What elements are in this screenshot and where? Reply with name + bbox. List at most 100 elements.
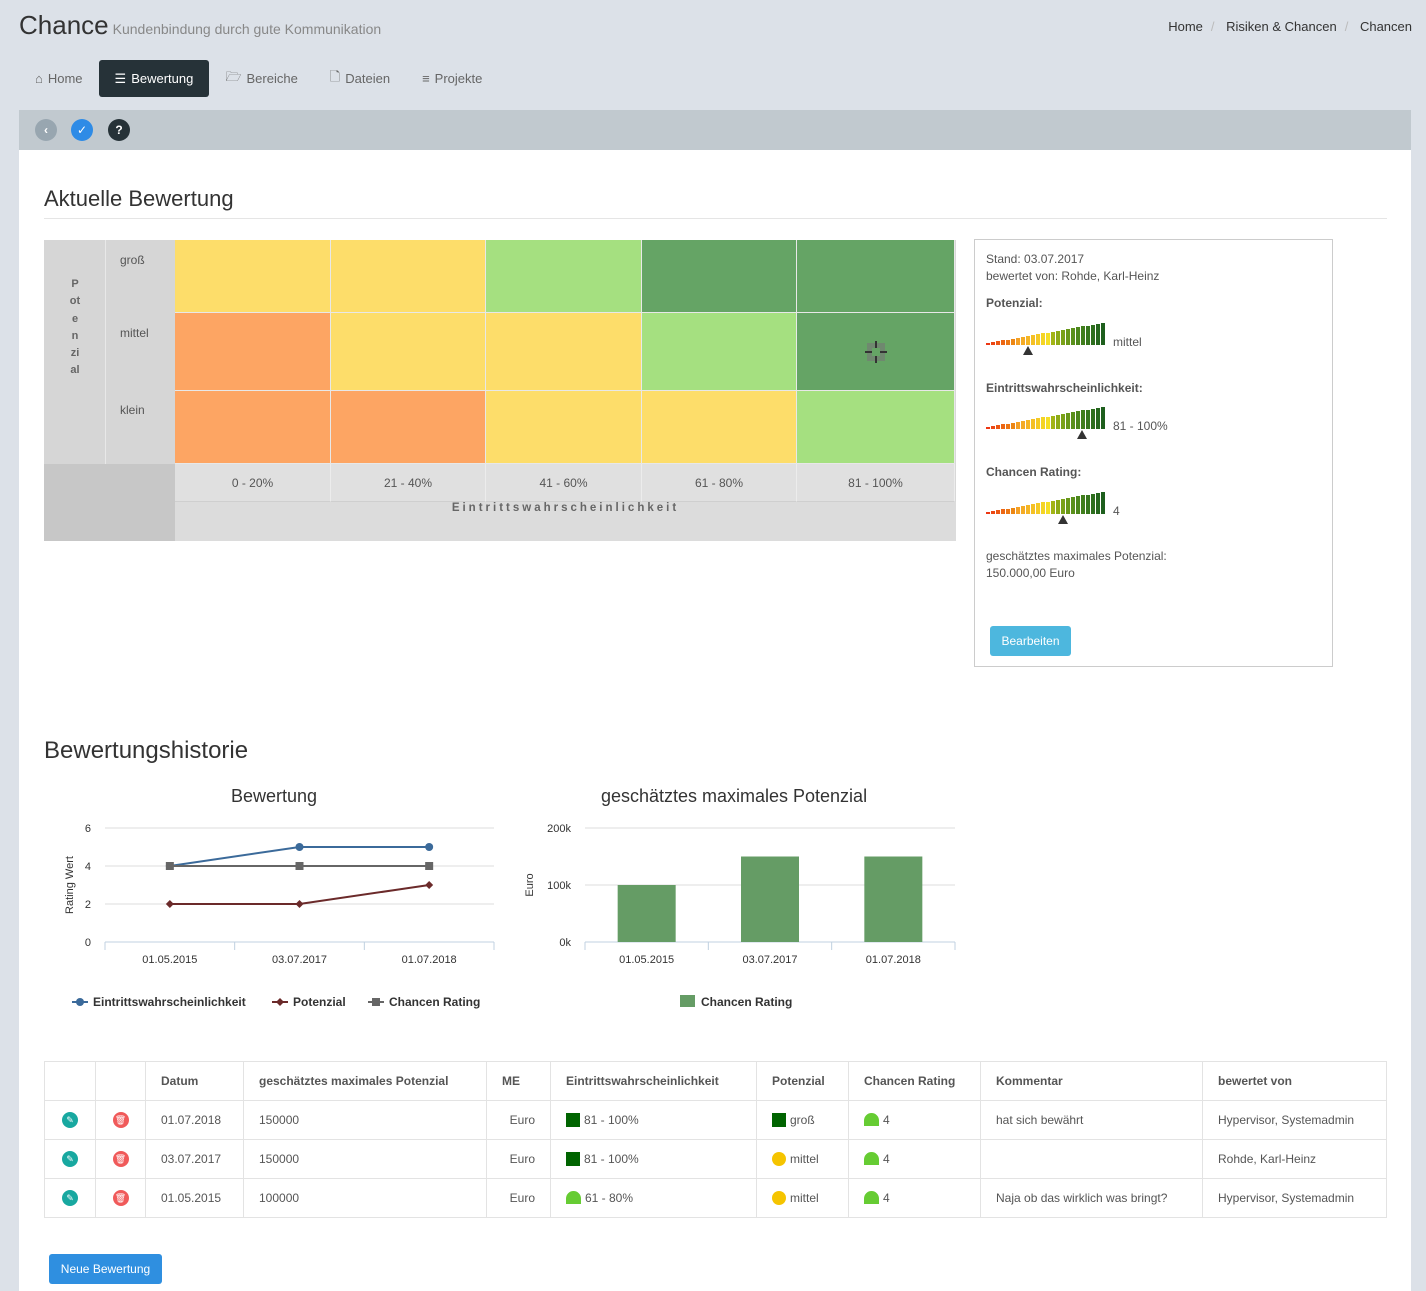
save-button[interactable]: ✓ xyxy=(71,119,93,141)
trash-icon[interactable]: 🗑 xyxy=(112,1151,129,1168)
matrix-cell[interactable] xyxy=(642,391,797,464)
matrix-cell[interactable] xyxy=(797,240,955,313)
col-rating: Chancen Rating xyxy=(848,1061,981,1101)
pencil-icon[interactable]: ✎ xyxy=(62,1151,78,1168)
legend-label: Eintrittswahrscheinlichkeit xyxy=(93,995,246,1009)
trash-icon[interactable]: 🗑 xyxy=(112,1190,129,1207)
matrix-y-level-mittel: mittel xyxy=(120,326,149,340)
scale-bar xyxy=(1051,415,1055,429)
scale-bar xyxy=(1071,328,1075,345)
matrix-cell[interactable] xyxy=(175,240,331,313)
help-button[interactable]: ? xyxy=(108,119,130,141)
scale-bar xyxy=(1001,424,1005,429)
col-potenzial: Potenzial xyxy=(756,1061,849,1101)
matrix-cell[interactable] xyxy=(331,313,486,391)
max-potenzial-label: geschätztes maximales Potenzial: xyxy=(986,549,1167,563)
matrix-cell[interactable] xyxy=(331,240,486,313)
scale-bar xyxy=(1031,419,1035,429)
tab-projekte[interactable]: ≡ Projekte xyxy=(422,71,483,86)
cell-kommentar: Naja ob das wirklich was bringt? xyxy=(980,1178,1203,1218)
matrix-y-level-gross: groß xyxy=(120,253,145,267)
potenzial-label: Potenzial: xyxy=(986,296,1043,310)
scale-bar xyxy=(1096,492,1100,514)
scale-bar xyxy=(1026,336,1030,345)
matrix-corner xyxy=(44,464,175,541)
cell-max-potenzial: 100000 xyxy=(243,1178,487,1218)
new-rating-button[interactable]: Neue Bewertung xyxy=(49,1254,162,1284)
back-button[interactable]: ‹ xyxy=(35,119,57,141)
data-point xyxy=(165,900,174,908)
divider xyxy=(44,218,1387,219)
scale-bar xyxy=(991,511,995,514)
scale-bar xyxy=(1081,326,1085,345)
bar-chart: geschätztes maximales Potenzial 0k 100k 20… xyxy=(516,784,956,1024)
col-eintritt: Eintrittswahrscheinlichkeit xyxy=(550,1061,757,1101)
tab-dateien[interactable]: 🗋 Dateien xyxy=(314,60,406,97)
scale-bar xyxy=(1036,334,1040,345)
matrix-cell[interactable] xyxy=(797,313,955,391)
potenzial-indicator-icon xyxy=(772,1152,786,1166)
matrix-cell[interactable] xyxy=(486,313,642,391)
eintritt-scale xyxy=(986,405,1106,439)
check-icon: ✓ xyxy=(76,123,88,137)
chevron-left-icon: ‹ xyxy=(44,123,48,137)
line-chart: Bewertung 0 2 4 6 01.05.2015 03.07.2017 01.07.… xyxy=(44,784,504,1024)
cell-datum: 03.07.2017 xyxy=(145,1139,244,1179)
pencil-icon[interactable]: ✎ xyxy=(62,1190,78,1207)
cell-rating: 4 xyxy=(848,1139,981,1179)
rating-indicator-icon xyxy=(864,1152,879,1165)
y-axis-label: Rating Wert xyxy=(64,856,76,914)
legend-marker xyxy=(76,998,84,1006)
breadcrumb-risiken[interactable]: Risiken & Chancen xyxy=(1226,19,1337,34)
y-tick-label: 200k xyxy=(547,823,571,835)
cell-bewertet: Hypervisor, Systemadmin xyxy=(1202,1100,1387,1140)
scale-bar xyxy=(1036,503,1040,514)
scale-bar xyxy=(1041,502,1045,514)
scale-bar xyxy=(1076,496,1080,514)
matrix-cell[interactable] xyxy=(486,391,642,464)
bar xyxy=(617,885,676,942)
toolbar: ‹ ✓ ? xyxy=(19,110,1411,150)
cell-rating: 4 xyxy=(848,1100,981,1140)
scale-bar xyxy=(1006,423,1010,429)
cell-bewertet: Rohde, Karl-Heinz xyxy=(1202,1139,1387,1179)
tab-home[interactable]: ⌂ Home xyxy=(35,71,83,86)
legend-marker xyxy=(276,998,284,1006)
scale-bar xyxy=(1041,333,1045,345)
edit-button[interactable]: Bearbeiten xyxy=(990,626,1071,656)
matrix-cell[interactable] xyxy=(642,313,797,391)
scale-bar xyxy=(1006,508,1010,514)
rating-info-card: Stand: 03.07.2017 bewertet von: Rohde, K… xyxy=(974,239,1333,667)
tab-bereiche[interactable]: 🗁 Bereiche xyxy=(209,60,313,97)
scale-bar xyxy=(1016,506,1020,514)
y-tick-label: 4 xyxy=(85,861,91,873)
matrix-cell[interactable] xyxy=(642,240,797,313)
col-kommentar: Kommentar xyxy=(980,1061,1203,1101)
scale-bar xyxy=(991,426,995,429)
x-tick-label: 01.05.2015 xyxy=(142,954,197,966)
table-header-row: Datum geschätztes maximales Potenzial ME… xyxy=(44,1061,1387,1101)
trash-icon[interactable]: 🗑 xyxy=(112,1112,129,1129)
scale-bar xyxy=(1021,420,1025,429)
pencil-icon[interactable]: ✎ xyxy=(62,1112,78,1129)
matrix-cell[interactable] xyxy=(797,391,955,464)
scale-bar xyxy=(996,341,1000,345)
legend-marker xyxy=(372,998,380,1006)
breadcrumb-home[interactable]: Home xyxy=(1168,19,1203,34)
scale-bar xyxy=(1036,418,1040,429)
matrix-cell[interactable] xyxy=(175,391,331,464)
matrix-cell[interactable] xyxy=(175,313,331,391)
matrix-cell[interactable] xyxy=(331,391,486,464)
tab-bewertung[interactable]: ☰ Bewertung xyxy=(98,60,210,97)
matrix-x-level: 21 - 40% xyxy=(331,464,486,502)
matrix-cell[interactable] xyxy=(486,240,642,313)
scale-bar xyxy=(1016,337,1020,345)
cell-me: Euro xyxy=(486,1100,551,1140)
page-title: Chance Kundenbindung durch gute Kommunika… xyxy=(19,10,382,40)
edit-cell: ✎ xyxy=(44,1139,96,1179)
edit-cell: ✎ xyxy=(44,1178,96,1218)
potenzial-scale xyxy=(986,321,1106,355)
cell-datum: 01.07.2018 xyxy=(145,1100,244,1140)
scale-bar xyxy=(986,343,990,345)
scale-bar xyxy=(1071,412,1075,429)
